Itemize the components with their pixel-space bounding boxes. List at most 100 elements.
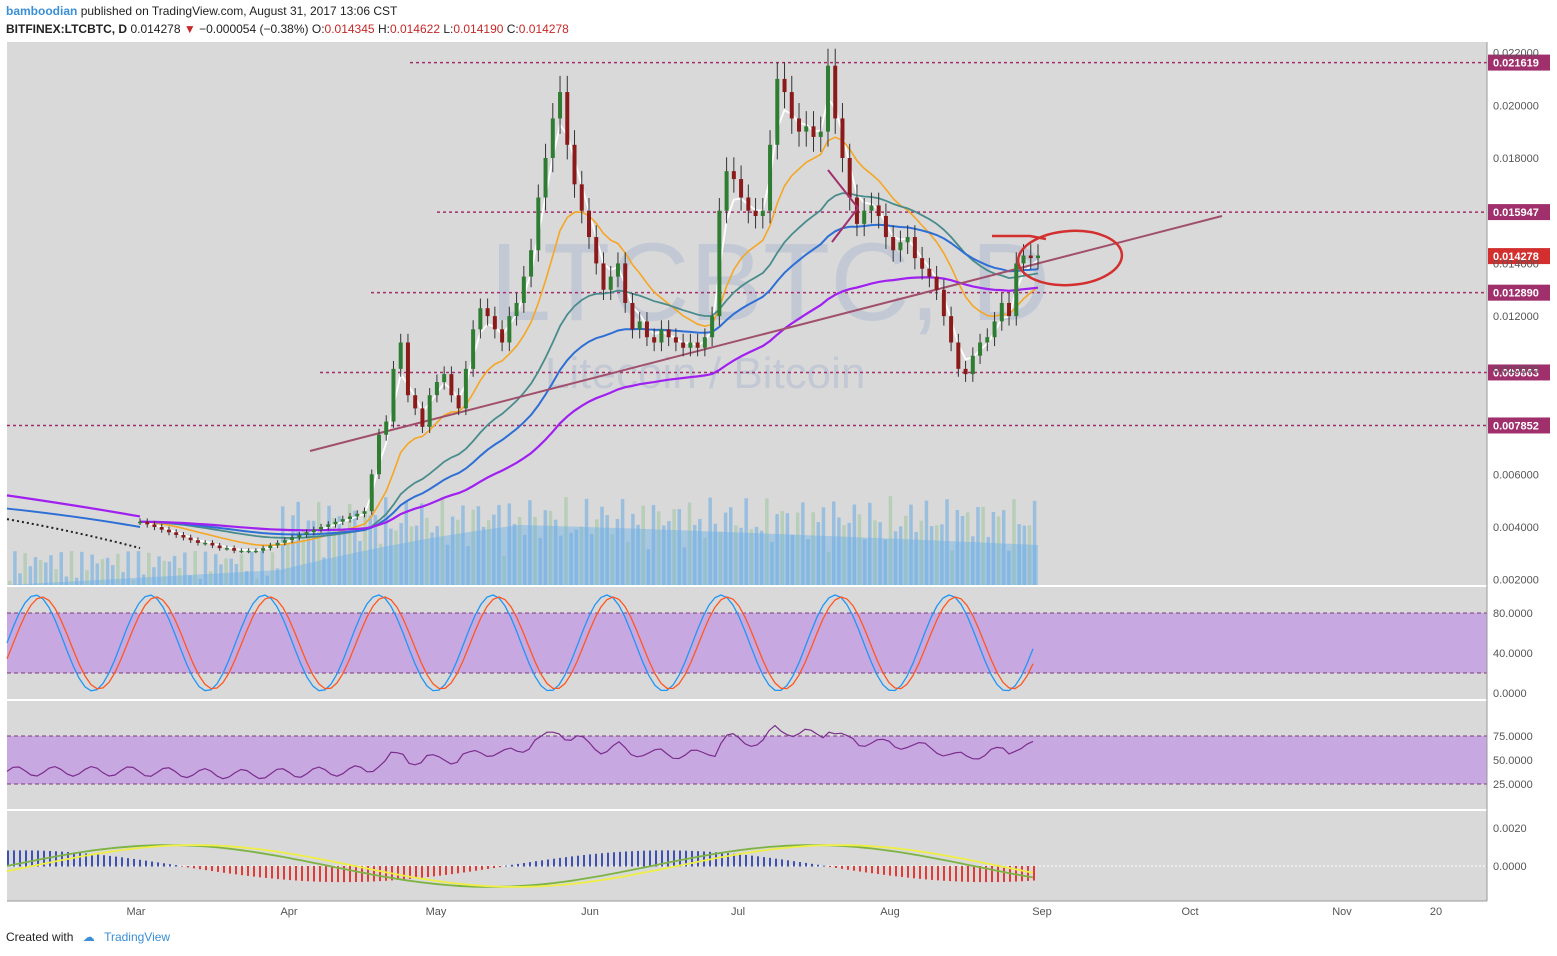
volume-bar: [250, 551, 254, 585]
volume-bar: [919, 520, 924, 585]
ema-purple-history: [6, 494, 141, 518]
candle-up: [340, 519, 345, 522]
macd-histogram-bar: [535, 861, 537, 867]
volume-bar: [1017, 524, 1021, 585]
chart-canvas[interactable]: LTCBTC, D Litecoin / Bitcoin 0.0216190.0…: [0, 0, 1557, 925]
candle-up: [138, 521, 142, 524]
candle-down: [500, 329, 505, 343]
red-mark-annotation[interactable]: [992, 234, 1047, 241]
macd-histogram-bar: [289, 866, 291, 881]
price-panel[interactable]: [7, 42, 1487, 585]
candle-down: [644, 321, 649, 338]
volume-bar: [450, 516, 455, 585]
candle-up: [992, 321, 997, 338]
volume-bar: [708, 497, 712, 585]
macd-histogram-bar: [637, 850, 639, 867]
volume-bar: [177, 567, 182, 585]
candle-up: [702, 337, 707, 348]
macd-histogram-bar: [955, 866, 957, 882]
candle-up: [710, 316, 715, 338]
volume-bar: [790, 534, 795, 585]
volume-bar: [1007, 550, 1011, 585]
triangle-annotation[interactable]: [827, 169, 860, 243]
candle-down: [963, 368, 968, 375]
macd-histogram-bar: [577, 855, 579, 867]
candle-up: [319, 527, 324, 530]
stoch-k-line: [6, 594, 1034, 692]
volume-bar: [244, 571, 249, 585]
candle-up: [297, 534, 302, 538]
macd-histogram-bar: [19, 850, 21, 867]
macd-histogram-bar: [625, 851, 627, 867]
volume-bar: [677, 509, 681, 585]
volume-bar: [553, 519, 558, 585]
candle-up: [275, 542, 280, 546]
volume-bar: [924, 500, 929, 585]
red-circle-annotation[interactable]: [1016, 227, 1124, 288]
level-label: 0.021619: [1493, 58, 1539, 70]
volume-bar: [33, 557, 38, 585]
macd-histogram-bar: [361, 866, 363, 882]
macd-histogram-bar: [217, 866, 219, 872]
macd-histogram-bar: [787, 860, 789, 867]
candle-up: [615, 263, 620, 277]
candle-down: [746, 197, 751, 211]
macd-histogram-bar: [919, 866, 921, 879]
volume-bar: [723, 512, 728, 585]
candle-up: [391, 368, 396, 422]
volume-bar: [873, 520, 877, 585]
macd-histogram-bar: [91, 853, 93, 867]
candle-down: [920, 258, 925, 269]
volume-bar: [100, 559, 105, 585]
candle-down: [492, 316, 497, 330]
volume-bar: [976, 507, 980, 585]
oscillators: [6, 594, 1035, 888]
volume-bar: [857, 514, 862, 585]
candle-up: [311, 529, 316, 533]
annotations[interactable]: [827, 169, 1124, 289]
ema-teal-line: [139, 192, 1039, 539]
stoch-tick-label: 80.0000: [1493, 608, 1533, 620]
ascending-trendline[interactable]: [309, 215, 1223, 452]
candle-down: [601, 263, 606, 290]
volume-bar: [533, 516, 537, 585]
volume-bar: [38, 560, 43, 585]
time-tick-label: Mar: [127, 906, 146, 918]
candle-up: [825, 65, 830, 132]
volume-bar: [214, 554, 218, 585]
candle-down: [811, 126, 816, 137]
volume-bar: [610, 534, 615, 585]
volume-bar: [744, 498, 748, 585]
tradingview-brand[interactable]: TradingView: [104, 930, 171, 944]
macd-histogram-bar: [841, 866, 843, 869]
macd-histogram-bar: [847, 866, 849, 870]
macd-histogram-bar: [937, 866, 939, 881]
candle-up: [203, 542, 208, 545]
macd-histogram-bar: [241, 866, 243, 876]
macd-histogram-bar: [469, 866, 471, 872]
macd-histogram-bar: [85, 853, 87, 867]
candle-up: [261, 548, 266, 551]
tradingview-logo-icon[interactable]: ☁: [82, 930, 95, 944]
price-tick-label: 0.020000: [1493, 100, 1539, 112]
volume-bar: [682, 547, 687, 585]
volume-bar: [538, 538, 542, 585]
author-name[interactable]: bamboodian: [6, 4, 78, 18]
footer: Created with ☁ TradingView: [6, 930, 170, 944]
level-badge: [1488, 417, 1550, 434]
volume-bar: [131, 579, 136, 585]
macd-histogram-bar: [889, 866, 891, 876]
macd-histogram-bar: [313, 866, 315, 882]
candle-down: [565, 92, 570, 145]
macd-histogram-bar: [139, 859, 141, 867]
macd-histogram-bar: [463, 866, 465, 873]
trendline[interactable]: [309, 215, 1223, 452]
volume-bar: [486, 520, 491, 585]
macd-histogram-bar: [271, 866, 273, 879]
macd-histogram-bar: [853, 866, 855, 871]
candle-down: [405, 342, 410, 396]
macd-histogram-bar: [1021, 866, 1023, 882]
volume-bar: [687, 502, 692, 585]
macd-histogram-bar: [1003, 866, 1005, 882]
level-label: 0.014278: [1493, 251, 1539, 263]
